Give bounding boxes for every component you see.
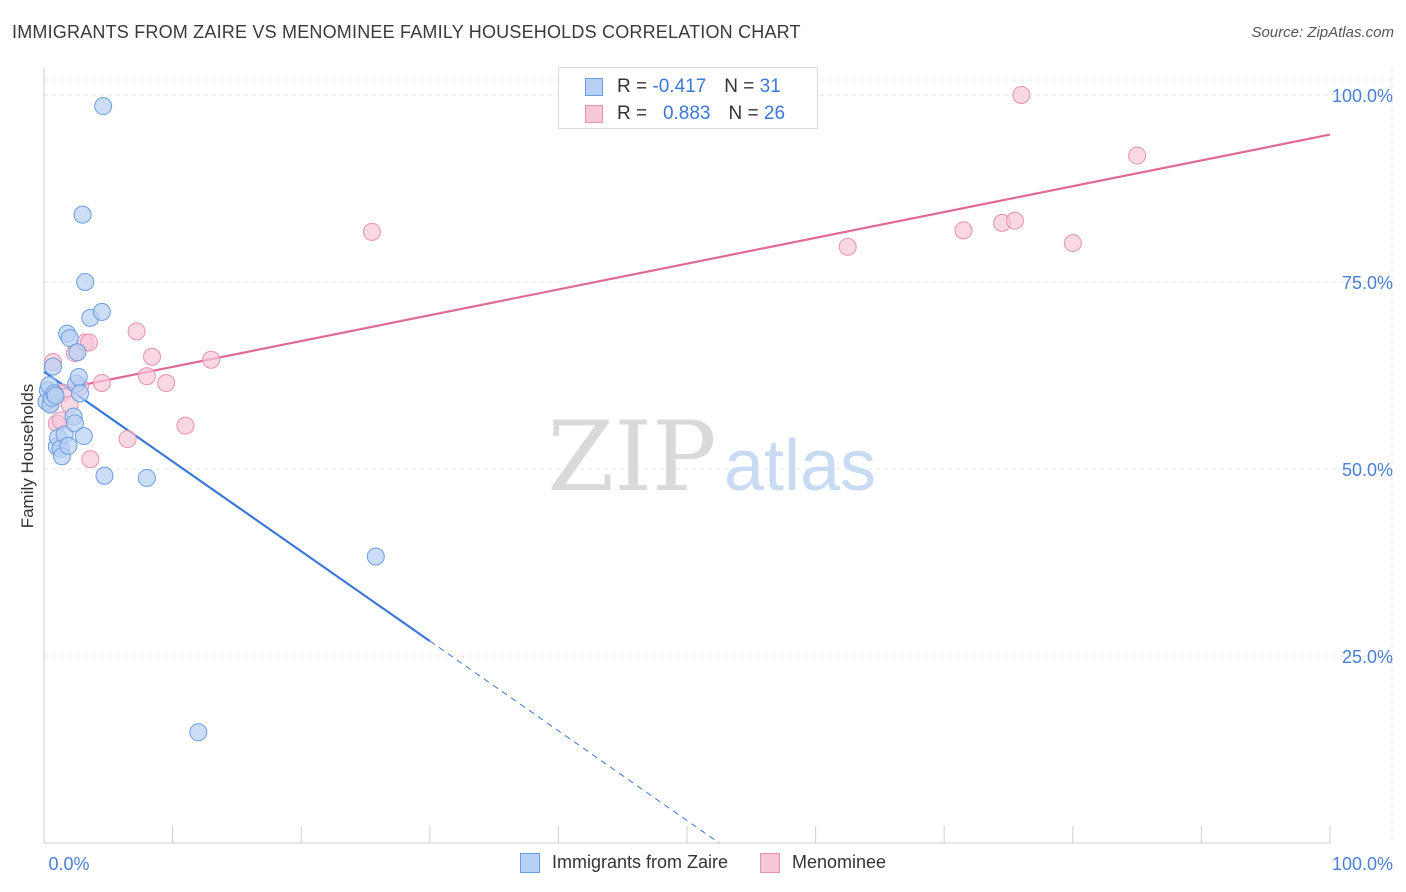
y-tick-label: 50.0%: [1342, 460, 1393, 480]
data-point-zaire: [46, 386, 65, 405]
x-tick-label: 100.0%: [1332, 854, 1393, 874]
data-point-zaire: [189, 723, 208, 742]
correlation-legend: R = -0.417 N = 31 R = 0.883 N = 26: [558, 67, 818, 129]
trend-line-zaire: [43, 370, 431, 642]
legend-row-zaire: R = -0.417 N = 31: [585, 74, 781, 100]
legend-n-label: N =: [724, 76, 755, 97]
data-point-menominee: [92, 373, 111, 392]
y-tick-label: 75.0%: [1342, 273, 1393, 293]
trend-line-menominee: [43, 133, 1331, 394]
data-point-menominee: [362, 222, 381, 241]
legend-swatch-blue: [519, 852, 540, 873]
data-point-zaire: [95, 466, 114, 485]
data-point-menominee: [81, 450, 100, 469]
watermark-zip: ZIP: [547, 401, 716, 513]
watermark: ZIP atlas: [547, 401, 876, 513]
chart-title: IMMIGRANTS FROM ZAIRE VS MENOMINEE FAMIL…: [12, 22, 801, 42]
legend-n-value: 31: [759, 76, 781, 97]
legend-row-menominee: R = 0.883 N = 26: [585, 101, 785, 127]
data-point-menominee: [1128, 146, 1147, 165]
data-point-zaire: [60, 329, 79, 348]
data-point-menominee: [202, 350, 221, 369]
data-point-zaire: [76, 272, 95, 291]
trend-lines: [43, 133, 1331, 844]
data-point-menominee: [127, 322, 146, 341]
legend-item-zaire[interactable]: Immigrants from Zaire: [519, 852, 728, 873]
y-tick-label: 100.0%: [1332, 86, 1393, 106]
watermark-atlas: atlas: [724, 426, 876, 506]
data-point-zaire: [68, 343, 87, 362]
legend-swatch-pink: [759, 852, 780, 873]
data-point-zaire: [73, 205, 92, 224]
data-point-zaire: [44, 357, 63, 376]
legend-label: Menominee: [791, 852, 887, 872]
legend-r-value: -0.417: [652, 76, 707, 97]
trend-line-zaire-extrapolated: [429, 640, 720, 844]
legend-swatch-blue: [585, 78, 603, 96]
data-point-zaire: [69, 367, 88, 386]
data-point-zaire: [137, 468, 156, 487]
axes: [43, 68, 1331, 844]
data-point-zaire: [94, 97, 113, 116]
legend-label: Immigrants from Zaire: [551, 852, 728, 872]
y-tick-label: 25.0%: [1342, 647, 1393, 667]
data-point-zaire: [59, 436, 78, 455]
data-point-menominee: [838, 237, 857, 256]
data-point-menominee: [954, 221, 973, 240]
legend-n-value: 26: [763, 103, 786, 124]
series-legend: Immigrants from Zaire Menominee: [0, 852, 1406, 873]
legend-r-value: 0.883: [662, 103, 711, 124]
data-points: [37, 85, 1147, 742]
data-point-zaire: [71, 384, 90, 403]
tick-labels: 25.0% 50.0% 75.0% 100.0% 0.0% 100.0%: [48, 86, 1393, 874]
legend-swatch-pink: [585, 105, 603, 123]
grid-lines: [44, 68, 1393, 843]
data-point-menominee: [137, 367, 156, 386]
data-point-menominee: [80, 333, 99, 352]
data-point-menominee: [1063, 234, 1082, 253]
data-point-zaire: [366, 547, 385, 566]
data-point-menominee: [176, 416, 195, 435]
legend-n-label: N =: [728, 103, 759, 124]
legend-r-label: R =: [617, 103, 648, 124]
data-point-menominee: [143, 347, 162, 366]
chart-source: Source: ZipAtlas.com: [1251, 24, 1394, 41]
data-point-menominee: [1005, 211, 1024, 230]
data-point-zaire: [92, 302, 111, 321]
data-point-zaire: [74, 427, 93, 446]
legend-r-label: R =: [617, 76, 648, 97]
x-tick-label: 0.0%: [48, 854, 89, 874]
data-point-menominee: [1012, 85, 1031, 104]
data-point-menominee: [157, 373, 176, 392]
data-point-zaire: [65, 414, 84, 433]
legend-item-menominee[interactable]: Menominee: [759, 852, 887, 873]
data-point-menominee: [118, 430, 137, 449]
